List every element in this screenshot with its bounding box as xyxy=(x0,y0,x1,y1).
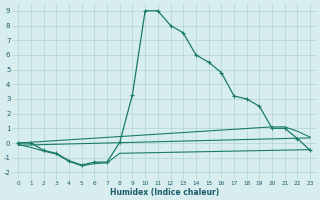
X-axis label: Humidex (Indice chaleur): Humidex (Indice chaleur) xyxy=(109,188,219,197)
